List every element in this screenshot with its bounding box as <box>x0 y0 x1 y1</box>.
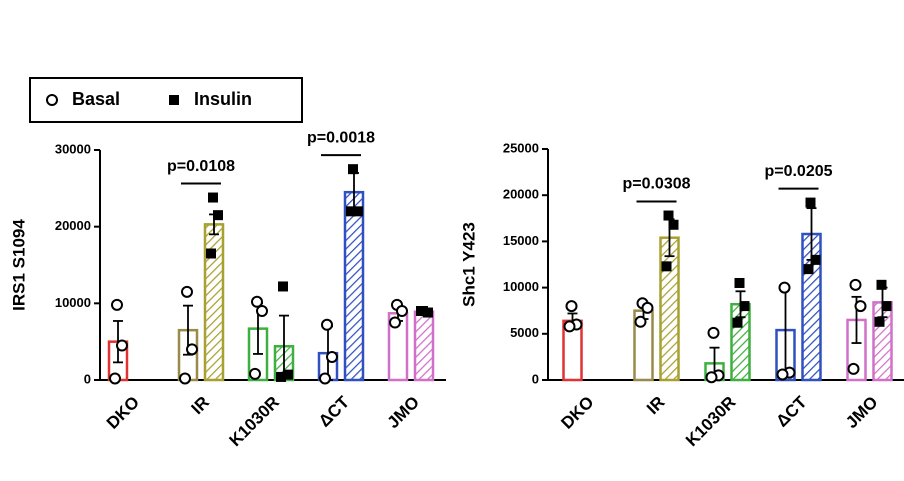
data-point <box>319 372 331 385</box>
data-point <box>668 219 679 230</box>
data-point <box>109 372 121 385</box>
data-point <box>778 281 791 294</box>
bar <box>413 310 435 382</box>
data-point <box>276 371 286 382</box>
y-tick-label: 10000 <box>503 279 539 294</box>
y-tick-label: 10000 <box>55 295 91 310</box>
bar <box>343 190 365 382</box>
y-tick-label: 5000 <box>510 325 539 340</box>
data-point <box>661 261 672 272</box>
bar <box>203 223 225 382</box>
data-point <box>734 277 745 288</box>
data-point <box>348 164 358 175</box>
data-point <box>810 254 821 265</box>
y-tick-label: 0 <box>84 371 91 386</box>
data-point <box>346 206 356 217</box>
data-point <box>278 281 288 292</box>
data-point <box>849 278 862 291</box>
data-point <box>876 279 887 290</box>
y-tick-label: 20000 <box>55 218 91 233</box>
legend-marker <box>46 94 58 106</box>
data-point <box>847 362 860 375</box>
data-point <box>251 295 263 308</box>
y-axis-label: IRS1 S1094 <box>9 219 28 311</box>
data-point <box>776 368 789 381</box>
data-point <box>396 305 408 317</box>
data-point <box>805 197 816 208</box>
data-point <box>641 301 654 314</box>
x-tick-label: ΔCT <box>315 392 354 431</box>
legend-label: Basal <box>72 89 120 109</box>
bar <box>659 236 680 382</box>
p-value: p=0.0308 <box>622 176 690 193</box>
data-point <box>565 300 578 313</box>
y-tick-label: 15000 <box>503 233 539 248</box>
data-point <box>854 300 867 313</box>
data-point <box>111 298 123 311</box>
data-point <box>179 372 191 385</box>
data-point <box>181 285 193 298</box>
data-point <box>416 306 426 316</box>
x-tick-label: K1030R <box>225 393 283 451</box>
data-point <box>634 315 647 328</box>
data-point <box>256 305 268 317</box>
y-axis-label: Shc1 Y423 <box>459 222 478 307</box>
data-point <box>283 369 293 380</box>
data-point <box>707 326 720 339</box>
data-point <box>213 210 223 221</box>
data-point <box>208 192 218 203</box>
legend-label: Insulin <box>194 89 252 109</box>
data-point <box>321 318 333 331</box>
data-point <box>116 339 128 352</box>
x-tick-label: ΔCT <box>772 392 811 431</box>
x-tick-label: JMO <box>384 393 423 432</box>
x-tick-label: K1030R <box>682 393 740 451</box>
p-value: p=0.0108 <box>167 158 235 175</box>
data-point <box>705 371 718 384</box>
data-point <box>423 307 433 318</box>
data-point <box>663 210 674 221</box>
x-tick-label: DKO <box>103 393 143 433</box>
legend-box <box>29 77 303 123</box>
data-point <box>739 301 750 312</box>
y-tick-label: 0 <box>532 371 539 386</box>
x-tick-label: IR <box>643 393 668 418</box>
y-tick-label: 20000 <box>503 187 539 202</box>
p-value: p=0.0018 <box>307 129 375 146</box>
y-tick-label: 30000 <box>55 141 91 156</box>
data-point <box>389 316 401 329</box>
data-point <box>249 367 261 380</box>
data-point <box>874 316 885 327</box>
p-value: p=0.0205 <box>764 163 832 180</box>
y-tick-label: 25000 <box>503 140 539 155</box>
legend-marker <box>169 95 179 105</box>
x-tick-label: DKO <box>557 393 597 433</box>
data-point <box>186 343 198 356</box>
data-point <box>881 301 892 312</box>
data-point <box>206 248 216 259</box>
data-point <box>353 206 363 217</box>
data-point <box>326 351 338 363</box>
data-point <box>803 264 814 275</box>
x-tick-label: JMO <box>842 393 881 432</box>
x-tick-label: IR <box>188 393 213 418</box>
data-point <box>563 320 576 333</box>
data-point <box>732 317 743 328</box>
